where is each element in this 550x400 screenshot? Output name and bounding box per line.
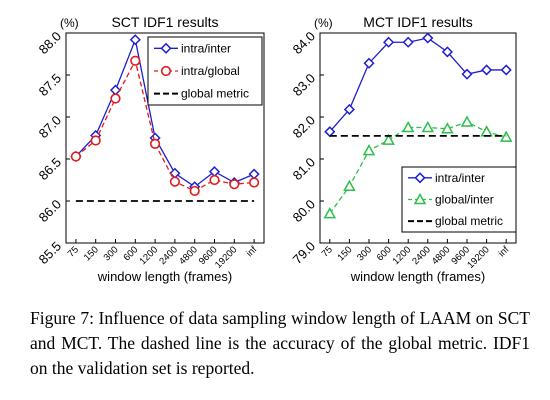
x-axis-label: window length (frames) (97, 269, 232, 284)
y-tick-label: 88.0 (36, 29, 65, 58)
x-tick-label: 1200 (391, 244, 414, 267)
x-tick-label: inf (496, 244, 511, 259)
data-point (362, 144, 376, 156)
data-point (480, 125, 493, 137)
legend-marker (160, 42, 172, 54)
series-line (75, 58, 255, 192)
x-tick-label: 150 (82, 244, 101, 263)
data-point (150, 138, 161, 149)
data-point (402, 36, 414, 48)
data-point (382, 133, 395, 145)
data-point (343, 103, 355, 116)
mct-chart: MCT IDF1 results (%) 79.0 80.0 81.0 82.0 83.0 8… (290, 14, 517, 284)
legend-marker (160, 65, 172, 77)
data-point (422, 32, 434, 44)
legend-label: global metric (181, 87, 249, 101)
x-tick-label: 2400 (157, 244, 180, 267)
data-point (441, 122, 454, 134)
data-point (70, 151, 81, 162)
data-point (461, 68, 473, 80)
data-point (481, 64, 493, 76)
y-tick-label: 87.5 (36, 71, 65, 100)
x-tick-label: 75 (66, 244, 81, 259)
data-point (401, 120, 415, 133)
y-tick-label: 84.0 (290, 29, 319, 58)
x-tick-label: 19200 (465, 244, 491, 270)
x-tick-label: 1200 (137, 244, 160, 267)
series-line (75, 37, 255, 188)
x-tick-label: 75 (320, 244, 335, 259)
x-tick-label: 300 (102, 244, 121, 263)
data-point (421, 120, 435, 133)
x-tick-label: 150 (336, 244, 355, 263)
x-tick-label: 4800 (177, 244, 200, 267)
y-tick-label: 87.0 (36, 113, 65, 142)
data-point (383, 36, 395, 48)
data-point (441, 46, 453, 58)
data-point (109, 84, 122, 96)
unit-label: (%) (314, 16, 333, 30)
x-tick-label: 4800 (430, 244, 453, 267)
x-tick-label: inf (244, 244, 259, 259)
sct-chart: SCT IDF1 results (%) 85.5 86.0 86.5 87.0 87.5 8… (36, 14, 265, 284)
data-point (169, 176, 180, 187)
data-point (249, 177, 260, 188)
series-line (329, 37, 507, 133)
y-tick-label: 83.0 (290, 71, 319, 100)
legend-label: intra/inter (181, 41, 231, 55)
data-point (130, 55, 141, 66)
x-tick-label: 19200 (213, 244, 239, 270)
chart-title: SCT IDF1 results (111, 14, 218, 30)
data-point (129, 34, 141, 46)
legend-label: intra/inter (435, 171, 485, 185)
data-point (189, 185, 200, 197)
x-tick-label: 300 (355, 244, 374, 263)
x-axis-label: window length (frames) (350, 269, 485, 284)
legend-label: global/inter (435, 193, 494, 207)
y-tick-label: 86.5 (36, 155, 65, 184)
data-point (90, 135, 101, 146)
y-tick-label: 86.0 (36, 197, 65, 226)
data-point (209, 174, 220, 186)
data-point (460, 115, 474, 127)
data-point (229, 179, 240, 190)
plot-frame (65, 32, 265, 244)
data-point (343, 179, 356, 192)
data-point (248, 168, 260, 180)
y-tick-label: 82.0 (290, 113, 319, 142)
x-tick-label: 2400 (410, 244, 433, 267)
figure-caption: Figure 7: Influence of data sampling win… (30, 308, 530, 378)
legend-label: global metric (435, 214, 503, 228)
y-tick-label: 81.0 (290, 155, 319, 184)
data-point (323, 207, 337, 219)
y-tick-label: 80.0 (290, 197, 319, 226)
data-point (500, 64, 512, 76)
figure: SCT IDF1 results (%) 85.5 86.0 86.5 87.0 87.5 8… (36, 14, 517, 284)
legend-label: intra/global (181, 64, 240, 78)
data-point (110, 93, 121, 104)
legend-marker (414, 172, 426, 184)
y-tick-label: 85.5 (36, 239, 65, 268)
series-line (329, 121, 507, 214)
legend-marker (413, 192, 427, 205)
data-point (363, 57, 375, 69)
chart-title: MCT IDF1 results (363, 14, 472, 30)
y-tick-label: 79.0 (290, 239, 319, 268)
plot-frame (319, 32, 517, 244)
unit-label: (%) (60, 16, 79, 30)
